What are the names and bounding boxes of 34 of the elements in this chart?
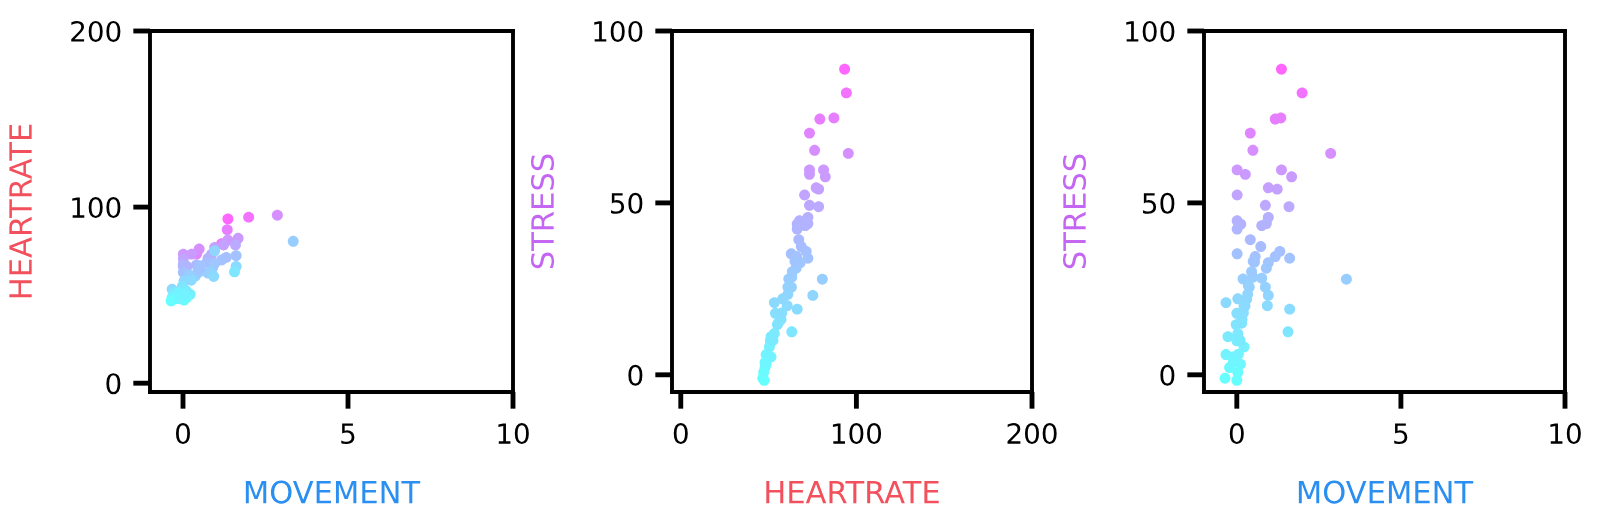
x-axis-title: MOVEMENT: [1298, 480, 1474, 504]
x-tick-label: 10: [1550, 423, 1581, 445]
y-tick-label: 100: [594, 20, 643, 42]
x-axis-title: MOVEMENT: [245, 480, 421, 504]
x-tick-label: 100: [832, 423, 882, 445]
point: [230, 239, 241, 251]
y-axis-title: STRESS: [1062, 154, 1087, 269]
y-tick-label: 50: [1143, 192, 1175, 214]
x-tick-label: 200: [1007, 423, 1057, 445]
x-tick-label: 10: [498, 423, 529, 445]
x-tick-label: 0: [1229, 423, 1244, 445]
x-tick-label: 0: [175, 423, 190, 445]
point: [243, 211, 255, 223]
point: [230, 250, 242, 262]
x-tick-label: 5: [341, 423, 355, 445]
point: [229, 266, 240, 278]
y-tick-label: 100: [1126, 20, 1175, 42]
point: [287, 235, 299, 247]
y-tick-label: 200: [71, 20, 121, 42]
point: [208, 271, 220, 282]
y-axis-title: STRESS: [530, 154, 555, 269]
y-tick-label: 0: [1160, 364, 1175, 386]
x-tick-label: 0: [673, 423, 688, 445]
y-tick-label: 50: [611, 192, 643, 214]
y-tick-label: 0: [628, 364, 643, 386]
y-tick-label: 100: [72, 197, 121, 219]
y-tick-label: 0: [106, 373, 121, 395]
point: [186, 248, 198, 260]
y-axis-title: HEARTRATE: [9, 124, 32, 298]
point: [222, 213, 234, 225]
x-tick-label: 5: [1394, 423, 1408, 445]
x-axis-title: HEARTRATE: [766, 480, 939, 504]
point: [271, 209, 283, 221]
point: [221, 224, 233, 236]
